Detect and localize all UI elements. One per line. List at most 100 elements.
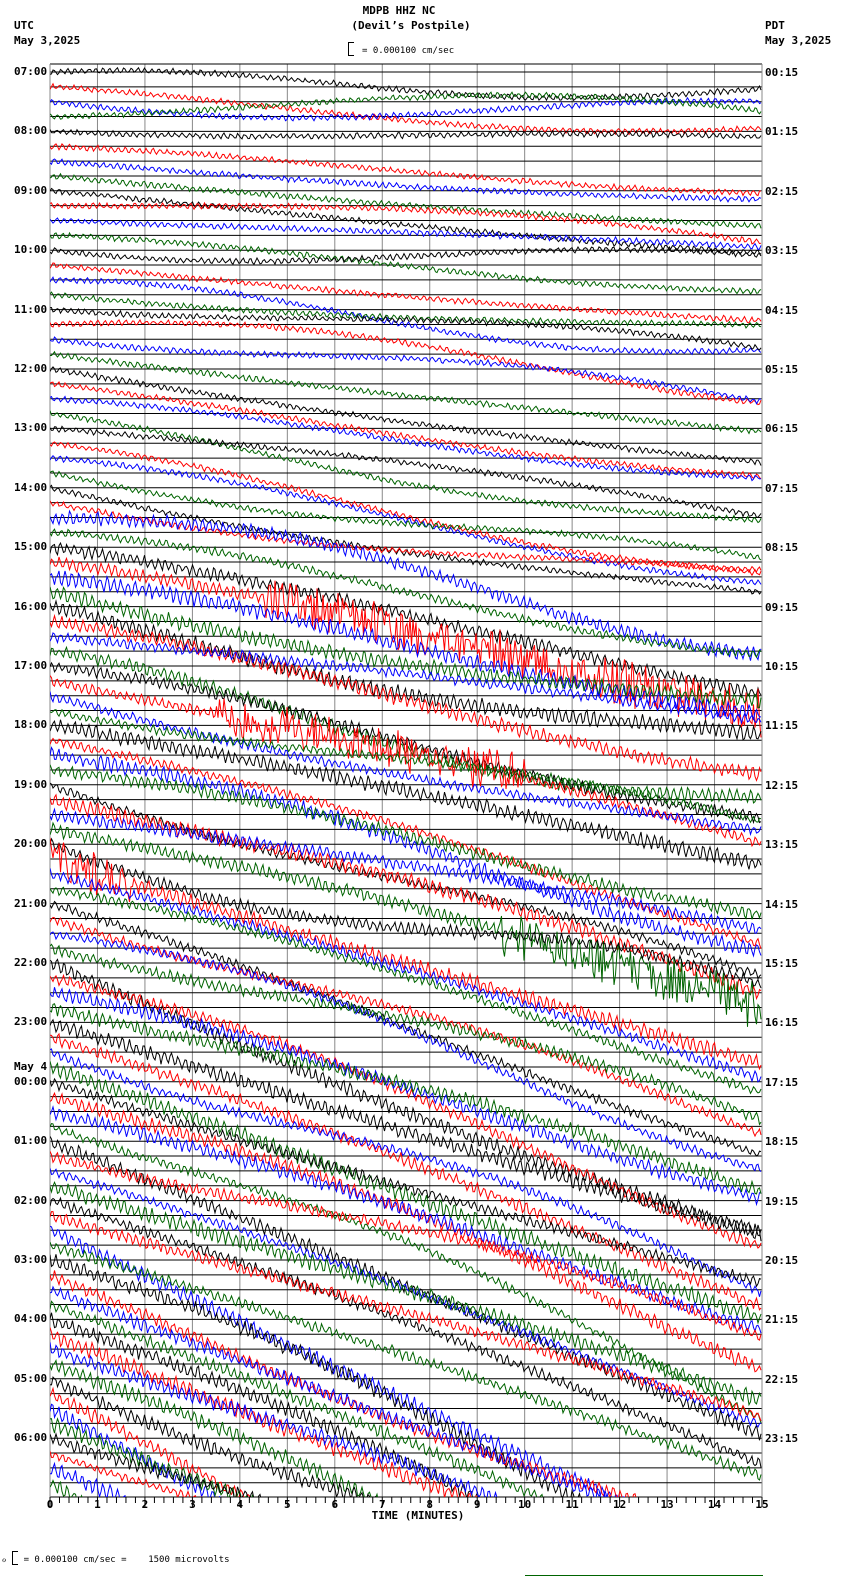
seismic-trace [50, 91, 762, 120]
seismic-trace [50, 764, 762, 920]
pdt-hour-label: 00:15 [765, 66, 799, 79]
seismic-trace [50, 868, 762, 1083]
seismic-trace [50, 943, 762, 1126]
seismic-trace [50, 886, 762, 1095]
seismic-trace [50, 128, 762, 141]
seismic-trace [50, 1403, 226, 1497]
seismic-trace [50, 350, 762, 435]
seismic-trace [50, 1180, 762, 1407]
seismic-trace [50, 1032, 762, 1311]
pdt-hour-label: 03:15 [765, 244, 799, 258]
seismic-trace [50, 1241, 762, 1481]
utc-hour-label: 00:00 [14, 1074, 48, 1088]
pdt-hour-label: 18:15 [765, 1135, 799, 1149]
seismic-trace [50, 276, 762, 356]
seismic-trace [50, 1358, 379, 1497]
seismic-trace [50, 1327, 478, 1497]
seismic-trace [50, 66, 762, 102]
pdt-hour-label: 19:15 [765, 1194, 799, 1208]
seismic-trace [50, 1211, 762, 1422]
x-tick-label: 2 [141, 1498, 149, 1511]
seismic-trace [50, 201, 762, 245]
utc-hour-label: 22:00 [14, 956, 48, 969]
seismic-trace [50, 987, 761, 1207]
seismic-trace [50, 1432, 267, 1497]
seismic-trace [50, 1168, 762, 1428]
utc-hour-label: 17:00 [14, 659, 48, 672]
utc-hour-label: 11:00 [14, 302, 48, 316]
x-tick-label: 4 [236, 1498, 244, 1511]
utc-hour-label: 23:00 [14, 1015, 48, 1029]
utc-hour-label: 14:00 [14, 480, 48, 494]
x-tick-label: 9 [473, 1498, 481, 1511]
seismic-trace [50, 1376, 377, 1497]
seismic-trace [50, 1300, 556, 1497]
date-change-label: May 4 [14, 1059, 48, 1073]
seismic-trace [50, 470, 762, 561]
pdt-hour-label: 09:15 [765, 600, 799, 614]
seismic-trace [50, 900, 762, 1157]
seismic-trace [50, 1342, 509, 1497]
pdt-hour-label: 11:15 [765, 719, 799, 733]
pdt-hour-label: 07:15 [765, 481, 799, 495]
seismic-trace [50, 1254, 588, 1497]
pdt-hour-label: 22:15 [765, 1372, 799, 1386]
seismic-trace [50, 570, 761, 721]
seismic-trace [50, 96, 762, 122]
x-tick-label: 15 [755, 1498, 769, 1511]
seismic-trace [50, 1451, 203, 1497]
utc-hour-label: 01:00 [14, 1134, 48, 1148]
pdt-hour-label: 14:15 [765, 897, 799, 911]
seismic-trace [50, 528, 762, 659]
utc-hour-label: 13:00 [14, 421, 48, 435]
utc-hour-label: 07:00 [14, 65, 48, 78]
seismic-trace [50, 307, 762, 351]
utc-hour-label: 12:00 [14, 362, 48, 375]
seismic-trace [50, 381, 762, 480]
utc-hour-label: 15:00 [14, 540, 48, 554]
station-title: MDPB HHZ NC [362, 4, 436, 17]
x-tick-label: 13 [660, 1498, 674, 1511]
right-timezone: PDT [765, 19, 785, 32]
x-tick-label: 1 [94, 1498, 101, 1511]
seismic-trace [50, 719, 762, 870]
seismic-trace [50, 1479, 83, 1497]
footer-scale-bar-icon [11, 1551, 18, 1565]
utc-hour-label: 10:00 [14, 243, 48, 257]
x-tick-label: 6 [331, 1498, 339, 1511]
pdt-hour-label: 06:15 [765, 422, 799, 436]
seismic-trace [50, 1312, 486, 1497]
pdt-hour-label: 08:15 [765, 541, 799, 555]
seismic-trace [50, 217, 762, 251]
seismic-trace [50, 509, 762, 662]
utc-hour-label: 03:00 [14, 1253, 48, 1266]
utc-hour-label: 19:00 [14, 777, 48, 791]
seismic-trace [50, 586, 762, 709]
seismic-trace [50, 793, 762, 1001]
x-tick-label: 14 [707, 1498, 722, 1511]
seismic-trace [50, 782, 762, 981]
seismic-trace [50, 746, 762, 958]
x-tick-label: 8 [426, 1498, 434, 1511]
seismic-trace [50, 395, 762, 482]
seismic-trace [50, 143, 762, 197]
x-tick-label: 11 [565, 1498, 579, 1511]
seismic-trace [50, 958, 762, 1237]
seismic-trace [50, 631, 762, 725]
scale-bar-icon [348, 42, 354, 56]
seismic-trace [50, 158, 762, 203]
seismic-trace [50, 1077, 762, 1288]
x-tick-label: 10 [518, 1498, 532, 1511]
seismic-trace [50, 737, 762, 949]
utc-hour-label: 18:00 [14, 718, 48, 732]
station-location: (Devil’s Postpile) [351, 19, 471, 32]
seismic-trace [50, 1270, 637, 1497]
utc-hour-label: 09:00 [14, 183, 48, 197]
seismic-trace [50, 1048, 762, 1297]
seismic-trace [50, 187, 762, 257]
seismic-trace [50, 1417, 254, 1497]
pdt-hour-label: 16:15 [765, 1016, 799, 1030]
seismic-trace [50, 1386, 251, 1497]
right-date: May 3,2025 [765, 34, 832, 47]
